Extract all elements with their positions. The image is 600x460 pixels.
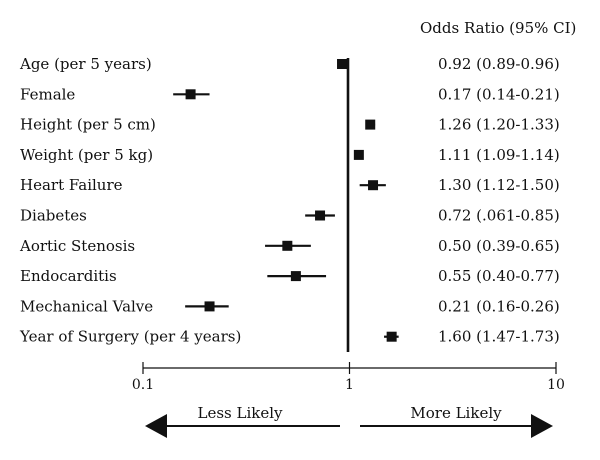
row-label: Height (per 5 cm) xyxy=(20,116,156,134)
rows-group: Age (per 5 years) 0.92 (0.89-0.96) Female 0… xyxy=(19,55,560,346)
forest-row: Height (per 5 cm) 1.26 (1.20-1.33) xyxy=(20,116,560,134)
odds-ratio-value: 0.21 (0.16-0.26) xyxy=(438,297,560,315)
forest-row: Aortic Stenosis 0.50 (0.39-0.65) xyxy=(19,237,560,255)
odds-ratio-value: 1.26 (1.20-1.33) xyxy=(438,116,560,134)
odds-ratio-marker xyxy=(315,210,326,221)
row-label: Weight (per 5 kg) xyxy=(20,146,153,164)
row-label: Diabetes xyxy=(20,207,87,225)
odds-ratio-value: 0.72 (.061-0.85) xyxy=(438,207,560,225)
odds-ratio-value: 1.60 (1.47-1.73) xyxy=(438,328,560,346)
forest-row: Age (per 5 years) 0.92 (0.89-0.96) xyxy=(19,55,560,73)
row-label: Female xyxy=(20,85,75,103)
odds-ratio-value: 1.30 (1.12-1.50) xyxy=(438,176,560,194)
right-arrowhead xyxy=(531,414,553,438)
odds-ratio-marker xyxy=(337,59,348,69)
column-header: Odds Ratio (95% CI) xyxy=(420,19,576,37)
forest-row: Diabetes 0.72 (.061-0.85) xyxy=(20,207,560,225)
row-label: Mechanical Valve xyxy=(20,297,153,315)
odds-ratio-marker xyxy=(282,240,293,251)
row-label: Heart Failure xyxy=(20,176,123,194)
x-tick-label: 10 xyxy=(547,377,565,393)
left-arrowhead xyxy=(145,414,167,438)
odds-ratio-marker xyxy=(353,149,364,160)
forest-row: Year of Surgery (per 4 years) 1.60 (1.47-… xyxy=(19,328,560,346)
odds-ratio-marker xyxy=(290,271,301,282)
odds-ratio-marker xyxy=(365,119,376,130)
forest-row: Endocarditis 0.55 (0.40-0.77) xyxy=(20,267,560,285)
odds-ratio-value: 0.17 (0.14-0.21) xyxy=(438,85,560,103)
odds-ratio-value: 1.11 (1.09-1.14) xyxy=(438,146,560,164)
x-tick-label: 1 xyxy=(345,377,354,393)
row-label: Age (per 5 years) xyxy=(19,55,152,73)
less-likely-label: Less Likely xyxy=(198,404,284,422)
forest-row: Female 0.17 (0.14-0.21) xyxy=(20,85,560,103)
odds-ratio-marker xyxy=(204,301,215,312)
row-label: Year of Surgery (per 4 years) xyxy=(19,328,241,346)
row-label: Endocarditis xyxy=(20,267,117,285)
odds-ratio-marker xyxy=(185,89,196,100)
odds-ratio-marker xyxy=(368,180,379,191)
forest-row: Mechanical Valve 0.21 (0.16-0.26) xyxy=(20,297,560,315)
forest-row: Heart Failure 1.30 (1.12-1.50) xyxy=(20,176,560,194)
forest-row: Weight (per 5 kg) 1.11 (1.09-1.14) xyxy=(20,146,560,164)
odds-ratio-marker xyxy=(386,331,397,342)
odds-ratio-value: 0.50 (0.39-0.65) xyxy=(438,237,560,255)
more-likely-label: More Likely xyxy=(410,404,502,422)
direction-arrows: Less Likely More Likely xyxy=(145,404,553,438)
x-tick-label: 0.1 xyxy=(132,377,154,393)
odds-ratio-value: 0.55 (0.40-0.77) xyxy=(438,267,560,285)
odds-ratio-value: 0.92 (0.89-0.96) xyxy=(438,55,560,73)
x-axis-ticks: 0.1 1 10 xyxy=(132,362,565,393)
row-label: Aortic Stenosis xyxy=(19,237,135,255)
